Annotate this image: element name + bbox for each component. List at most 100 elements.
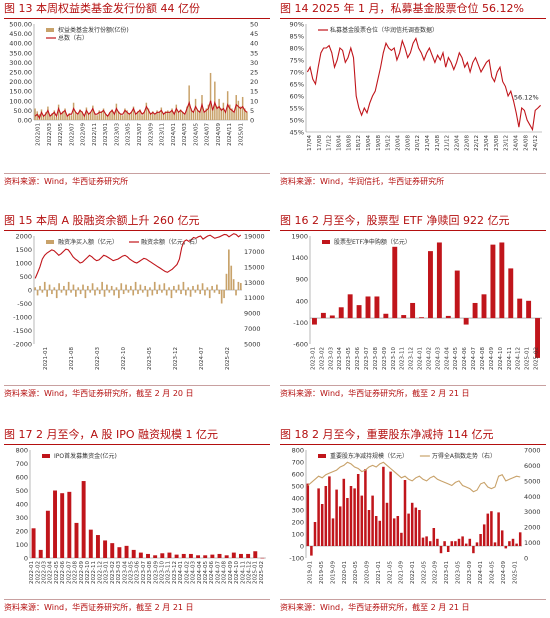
y2-tick-label: 2000: [524, 524, 541, 532]
bar: [329, 315, 335, 319]
y-tick-label: 1400: [291, 254, 308, 262]
y-tick-label: -1000: [13, 314, 32, 322]
bar: [34, 108, 36, 120]
bar: [98, 110, 101, 120]
bar: [141, 115, 143, 120]
y2-tick-label: 20: [250, 78, 258, 86]
bar: [104, 114, 107, 120]
y2-tick-label: 3000: [524, 508, 541, 516]
bar: [418, 510, 421, 546]
x-tick-label: 2021-09: [399, 560, 405, 583]
bar: [132, 290, 135, 296]
bar: [89, 112, 92, 120]
y-tick-label: 500: [292, 483, 304, 491]
bar: [134, 114, 137, 120]
bar: [95, 535, 100, 558]
y-tick-label: 80%: [290, 45, 304, 53]
x-tick-label: 2023-05: [456, 561, 462, 584]
x-tick-label: 2022/01: [36, 123, 42, 146]
bar: [461, 536, 464, 546]
bar: [425, 536, 428, 546]
x-tick-label: 2023-10: [391, 347, 397, 370]
bar: [535, 318, 540, 358]
bar: [199, 290, 201, 295]
bar: [446, 546, 450, 552]
y-tick-label: 200: [292, 519, 304, 527]
y2-tick-label: 35: [250, 49, 258, 57]
bar: [103, 540, 108, 558]
bar: [137, 290, 139, 295]
x-tick-label: 2022-03: [95, 347, 101, 370]
bar: [457, 538, 461, 546]
bar: [306, 483, 310, 546]
x-tick-label: 2023-02: [110, 561, 116, 584]
y-tick-label: 150.00: [9, 88, 32, 96]
bar: [360, 495, 364, 546]
series-line: [34, 100, 248, 120]
x-tick-label: 2022-05: [421, 561, 427, 584]
bar: [51, 290, 53, 295]
x-tick-label: 20/04: [395, 134, 401, 150]
y2-tick-label: 0: [250, 117, 254, 125]
x-tick-label: 2022-09: [79, 561, 85, 584]
bar: [175, 104, 178, 120]
bar: [103, 290, 106, 297]
bar: [147, 108, 150, 120]
x-tick-label: 2022-03: [42, 560, 48, 583]
bar: [389, 471, 392, 546]
bar: [213, 290, 216, 293]
bar: [194, 98, 197, 120]
x-tick-label: 2025-02: [259, 561, 265, 584]
y2-tick-label: 7000: [524, 447, 541, 455]
bar: [407, 513, 410, 546]
bar: [190, 108, 193, 120]
bar: [490, 511, 493, 546]
bar: [134, 281, 137, 290]
x-tick-label: 2024-03: [435, 347, 441, 370]
bar: [66, 116, 68, 120]
x-tick-label: 2024-11: [240, 561, 246, 584]
bar: [143, 112, 145, 120]
bar: [39, 285, 41, 290]
x-tick-label: 2024-03: [191, 561, 197, 584]
chart-source: 资料来源：Wind，华西证券研究所，截至 2 月 21 日: [4, 599, 270, 614]
bar: [87, 114, 90, 120]
chart-title: 图 16 2 月至今，股票型 ETF 净赎回 922 亿元: [280, 212, 546, 231]
bar: [45, 112, 47, 120]
bar: [60, 493, 65, 558]
bar: [107, 116, 109, 120]
x-tick-label: 2023-09: [467, 560, 473, 583]
bar: [70, 115, 73, 120]
y-tick-label: 700: [16, 460, 28, 468]
bar: [153, 281, 156, 290]
bar: [403, 480, 407, 546]
x-tick-label: 2023-05: [147, 347, 153, 370]
x-tick-label: 2022/03: [47, 123, 53, 146]
x-tick-label: 17/12: [327, 135, 333, 151]
y-tick-label: 60%: [290, 93, 304, 101]
x-tick-label: 2025/01: [238, 123, 244, 146]
bar: [139, 284, 142, 290]
x-tick-label: 22/12: [474, 135, 480, 151]
x-tick-label: 2019-09: [330, 560, 336, 583]
bar: [367, 510, 371, 546]
bar: [47, 106, 49, 120]
bar: [96, 287, 99, 290]
bar: [310, 546, 313, 556]
bar: [173, 285, 175, 290]
bar: [228, 249, 230, 290]
y2-tick-label: 40: [250, 40, 258, 48]
bar: [220, 290, 223, 304]
bar: [74, 112, 77, 120]
bar: [58, 283, 60, 290]
bar: [211, 285, 213, 290]
y2-tick-label: 25: [250, 69, 258, 77]
x-tick-label: 2023-06: [355, 347, 361, 370]
y-tick-label: 0: [28, 287, 32, 295]
bar: [145, 102, 148, 120]
bar: [82, 284, 84, 290]
x-tick-label: 2022/07: [69, 122, 75, 145]
bar: [85, 107, 88, 120]
